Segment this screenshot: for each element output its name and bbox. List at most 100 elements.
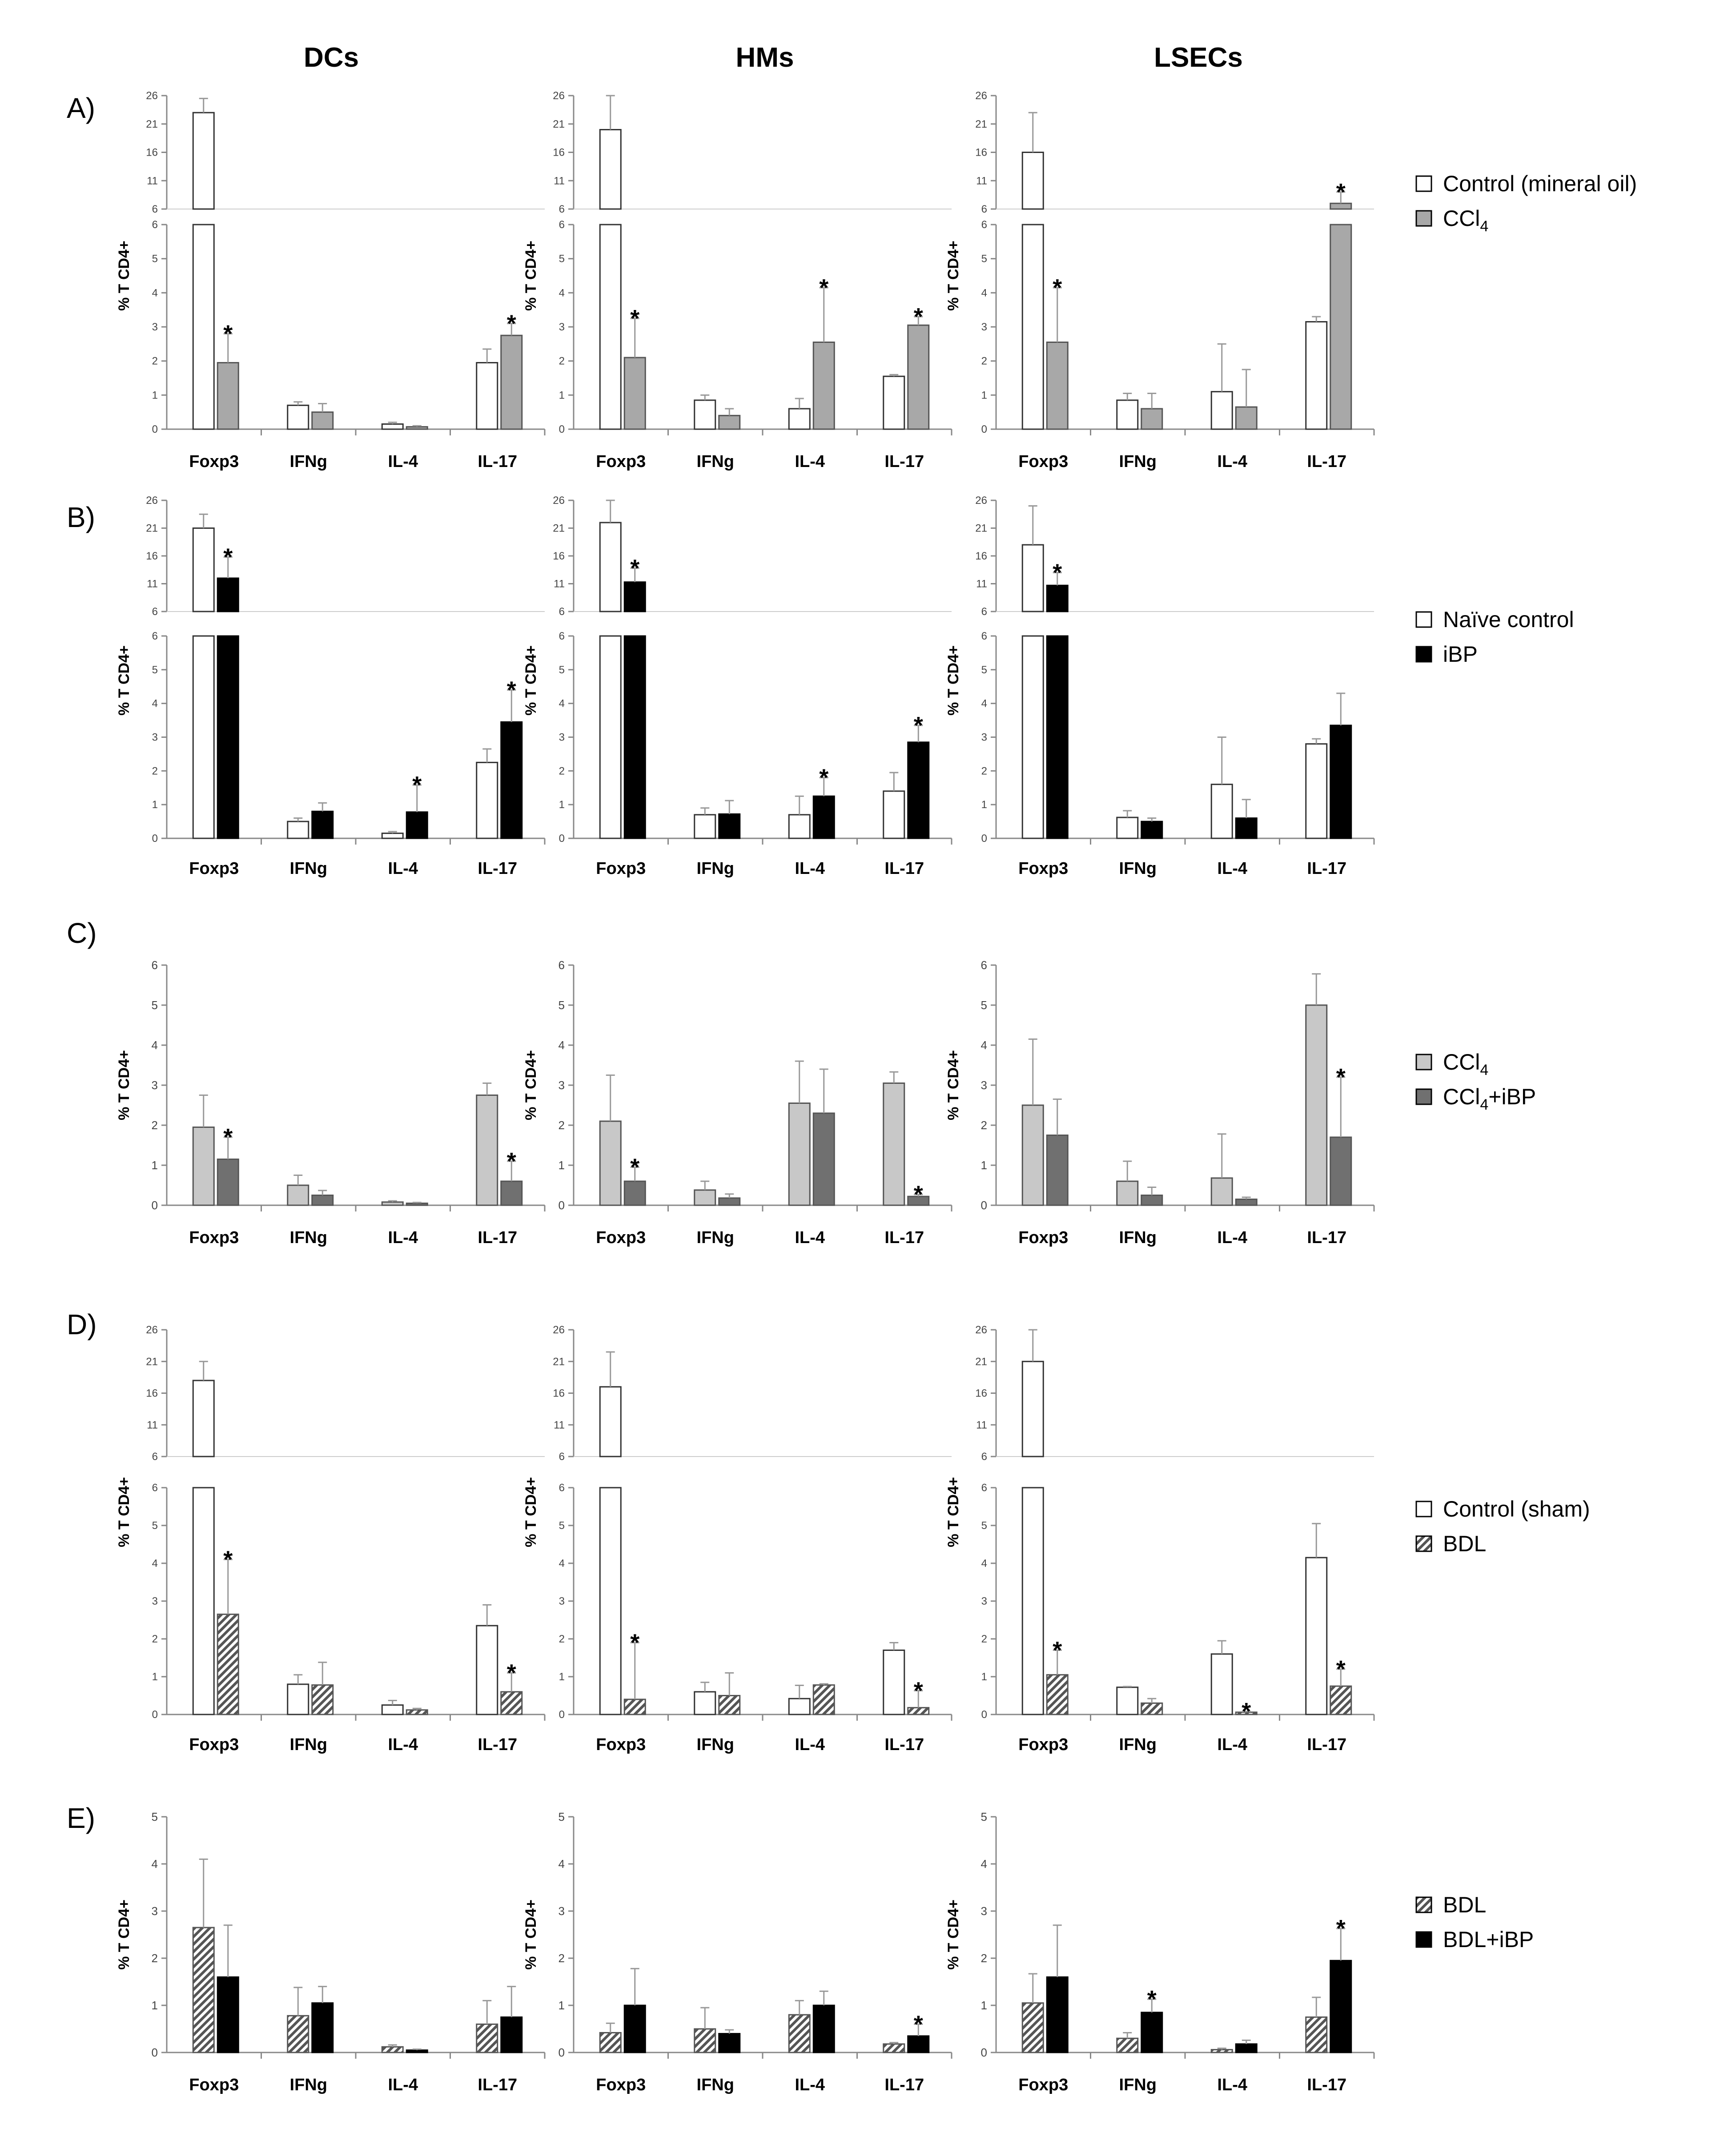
bar-darkgray-ifng [1141,1195,1163,1206]
y-tick-label-lower: 2 [559,355,565,367]
bar-hatch-foxp3 [1021,2002,1044,2053]
significance-star: * [630,1154,639,1181]
y-tick-label-lower: 4 [152,1557,158,1569]
y-tick-label-upper: 11 [554,1419,565,1431]
bar-upper-white-foxp3 [192,527,215,612]
legend-label: BDL [1443,1531,1486,1556]
y-tick-label-upper: 21 [975,118,987,130]
y-tick-label: 4 [981,1857,987,1871]
bar-hatch-il-17 [1330,1685,1352,1715]
y-tick-label-lower: 1 [152,799,158,811]
y-tick-label-lower: 4 [981,1557,987,1569]
y-tick-label-upper: 21 [553,523,565,535]
y-tick-label-upper: 6 [981,203,987,215]
row-label-e: E) [67,1802,95,1834]
y-tick-label-lower: 0 [559,833,565,845]
y-tick-label: 2 [981,1952,987,1965]
row-label-b: B) [67,501,95,533]
x-tick-label-ifng: IFNg [290,1228,327,1247]
bar-gray-foxp3 [217,362,239,430]
significance-star: * [507,676,516,703]
y-tick-label-lower: 3 [559,732,565,744]
y-tick-label-upper: 16 [975,550,987,562]
bar-black-il-4 [812,2004,835,2053]
bar-white-ifng [694,399,716,430]
y-tick-label-upper: 26 [553,1324,565,1336]
x-tick-label-ifng: IFNg [1119,2076,1157,2094]
x-tick-label-il-17: IL-17 [478,2076,517,2094]
x-tick-label-il-17: IL-17 [478,1735,517,1754]
y-tick-label: 2 [559,1952,565,1965]
y-tick-label: 4 [981,1038,987,1052]
bar-white-foxp3 [1021,1487,1044,1715]
y-tick-label-lower: 3 [981,732,987,744]
bar-lightgray-il-17 [883,1083,905,1206]
significance-star: * [630,1630,639,1656]
significance-star: * [819,274,828,301]
y-tick-label-lower: 0 [981,423,987,435]
bar-white-foxp3 [192,1487,215,1715]
y-tick-label: 6 [152,958,158,972]
significance-star: * [223,1546,233,1573]
bar-black-il-4 [406,811,428,839]
x-tick-label-ifng: IFNg [697,2076,734,2094]
bar-white-foxp3 [599,1487,622,1715]
bar-white-il-17 [1305,1557,1328,1715]
y-tick-label-upper: 6 [559,203,565,215]
y-tick-label-upper: 11 [147,578,158,590]
x-tick-label-foxp3: Foxp3 [1018,1735,1068,1754]
legend-label: iBP [1443,642,1478,667]
y-axis-label: % T CD4+ [945,1477,962,1547]
y-tick-label-lower: 2 [559,765,565,777]
y-tick-label-upper: 26 [553,495,565,507]
x-tick-label-ifng: IFNg [290,452,327,471]
legend-label: Control (mineral oil) [1443,171,1637,196]
chart-c-dcs: % T CD4+ 0 1 2 3 4 5 6 Foxp3 IFNg IL-4 IL-17 * * [116,958,546,1247]
y-tick-label-lower: 6 [559,1482,565,1494]
y-tick-label-lower: 5 [559,253,565,265]
bar-black-il-4 [406,2049,428,2053]
x-tick-label-foxp3: Foxp3 [1018,1228,1068,1247]
y-tick-label-lower: 1 [152,389,158,401]
bar-hatch-foxp3 [192,1927,215,2053]
y-tick-label-lower: 3 [981,321,987,333]
bar-hatch-foxp3 [217,1614,239,1715]
y-tick-label-upper: 16 [553,550,565,562]
y-tick-label-lower: 3 [559,1595,565,1607]
x-tick-label-il-4: IL-4 [388,1228,418,1247]
bar-white-il-4 [788,408,811,430]
chart-c-lsecs: % T CD4+ 0 1 2 3 4 5 6 Foxp3 IFNg IL-4 IL-17 * [945,958,1375,1247]
bar-white-il-17 [476,761,498,839]
bar-hatch-ifng [311,1684,334,1715]
y-tick-label-upper: 11 [976,175,987,187]
y-tick-label-lower: 6 [559,630,565,642]
bar-hatch-ifng [718,1695,741,1715]
bar-white-foxp3 [599,224,622,430]
legend-swatch-white [1415,1501,1432,1517]
row-label-a: A) [67,92,95,124]
chart-e-lsecs: % T CD4+ 0 1 2 3 4 5 Foxp3 IFNg IL-4 IL-17 * * [945,1810,1375,2094]
y-tick-label-upper: 16 [553,1388,565,1400]
y-tick-label: 5 [152,998,158,1012]
legend-b: Naïve control iBP [1415,607,1574,667]
y-tick-label-lower: 5 [981,253,987,265]
y-tick-label-lower: 1 [981,1671,987,1683]
x-tick-label-ifng: IFNg [697,859,734,878]
column-header-dcs: DCs [304,42,359,73]
y-tick-label: 1 [981,1159,987,1172]
bar-white-il-17 [476,1625,498,1715]
y-tick-label-lower: 5 [559,664,565,676]
significance-star: * [1242,1698,1251,1725]
y-tick-label-upper: 6 [981,1451,987,1463]
significance-star: * [223,544,233,571]
significance-star: * [914,712,923,739]
y-axis-label: % T CD4+ [522,1899,539,1970]
bar-lightgray-foxp3 [192,1127,215,1206]
bar-gray-il-4 [812,342,835,430]
row-label-d: D) [67,1308,97,1340]
chart-a-dcs: % T CD4+ 6 11 16 21 26 0 1 2 3 4 5 6 Foxp3 IFNg IL-4 IL-… [116,90,546,471]
bar-hatch-ifng [1141,1702,1163,1715]
x-tick-label-foxp3: Foxp3 [596,1735,646,1754]
bar-upper-white-foxp3 [599,129,622,210]
y-tick-label-lower: 4 [981,287,987,299]
